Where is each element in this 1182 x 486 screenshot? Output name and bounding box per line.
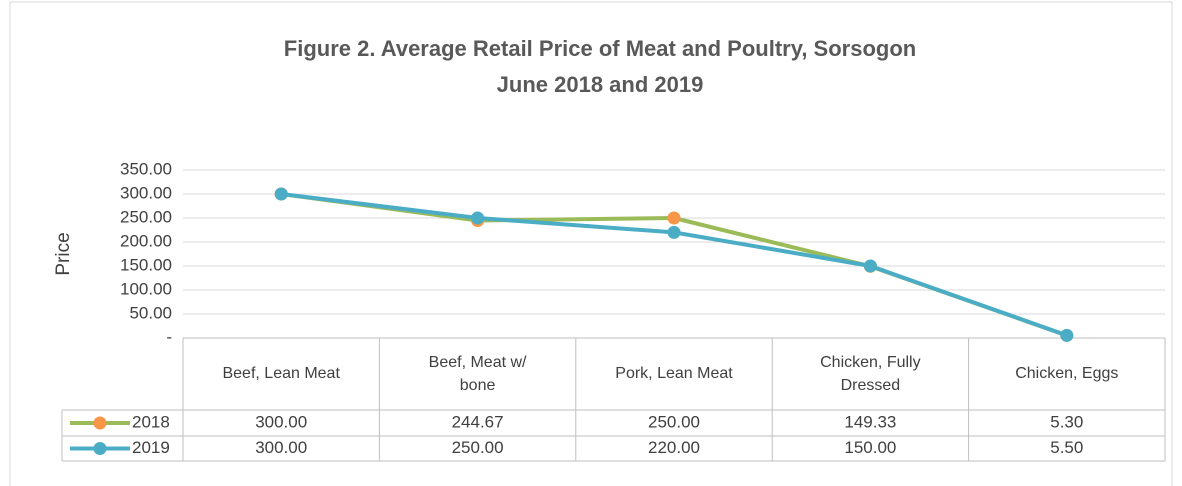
y-tick-label: 50.00 (129, 303, 172, 322)
table-value: 250.00 (648, 412, 700, 431)
table-value: 149.33 (844, 412, 896, 431)
table-value: 5.50 (1050, 438, 1083, 457)
table-value: 220.00 (648, 438, 700, 457)
table-value: 150.00 (844, 438, 896, 457)
category-cell: Chicken, Fully Dressed (820, 353, 921, 394)
legend-label: 2018 (132, 412, 170, 431)
marker (1060, 328, 1074, 342)
marker (667, 225, 681, 239)
y-tick-label: 300.00 (120, 183, 172, 202)
y-tick-label: 350.00 (120, 159, 172, 178)
x-tick-label: Chicken, Fully Dressed (820, 353, 921, 394)
y-tick-label: 100.00 (120, 279, 172, 298)
table-value: 300.00 (255, 412, 307, 431)
category-cell: Beef, Lean Meat (222, 365, 340, 383)
category-cell: Pork, Lean Meat (615, 365, 733, 383)
marker (863, 259, 877, 273)
y-tick-label: 150.00 (120, 255, 172, 274)
x-tick-label: Chicken, Eggs (1015, 365, 1119, 383)
x-tick-label: Beef, Lean Meat (222, 365, 340, 383)
legend-label: 2019 (132, 438, 170, 457)
y-tick-label: - (166, 327, 172, 346)
y-tick-label: 250.00 (120, 207, 172, 226)
y-axis-label: Price (53, 232, 74, 275)
table-value: 5.30 (1050, 412, 1083, 431)
marker (667, 211, 681, 225)
chart-title: Figure 2. Average Retail Price of Meat a… (284, 36, 916, 61)
table-value: 250.00 (452, 438, 504, 457)
category-cell: Beef, Meat w/ bone (428, 353, 527, 394)
legend-marker (93, 442, 107, 455)
legend-marker (93, 416, 107, 430)
table-value: 300.00 (255, 438, 307, 457)
y-tick-label: 200.00 (120, 231, 172, 250)
marker (471, 211, 485, 225)
marker (274, 187, 288, 201)
table-value: 244.67 (452, 412, 504, 431)
x-tick-label: Beef, Meat w/ bone (428, 353, 527, 394)
chart-frame (9, 1, 1173, 486)
category-cell: Chicken, Eggs (1015, 365, 1119, 383)
chart-subtitle: June 2018 and 2019 (497, 72, 704, 97)
x-tick-label: Pork, Lean Meat (615, 365, 733, 383)
